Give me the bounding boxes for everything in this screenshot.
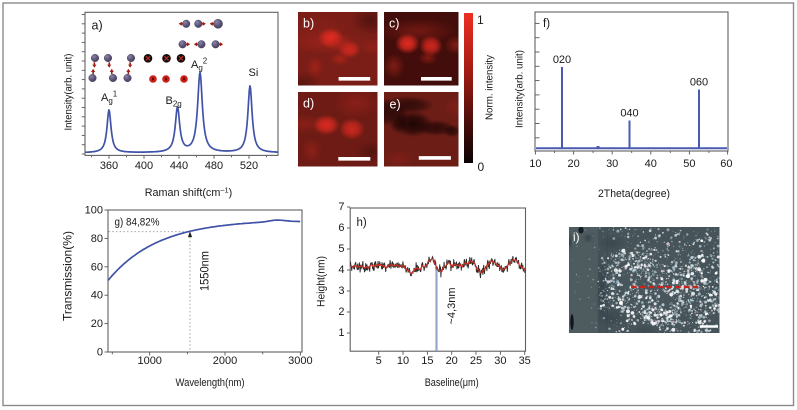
svg-text:15: 15 [421, 355, 433, 367]
svg-text:6: 6 [338, 222, 344, 234]
svg-text:360: 360 [100, 160, 118, 172]
svg-text:100: 100 [85, 205, 103, 217]
svg-text:5: 5 [338, 243, 344, 255]
svg-text:30: 30 [494, 355, 506, 367]
svg-text:40: 40 [91, 290, 103, 302]
svg-text:040: 040 [620, 108, 638, 120]
svg-text:20: 20 [91, 318, 103, 330]
svg-text:4: 4 [338, 264, 344, 276]
svg-text:0: 0 [97, 347, 103, 359]
svg-text:520: 520 [240, 160, 258, 172]
svg-text:3: 3 [338, 285, 344, 297]
svg-text:440: 440 [170, 160, 188, 172]
svg-text:10: 10 [397, 355, 409, 367]
svg-text:50: 50 [683, 158, 695, 170]
svg-text:480: 480 [205, 160, 223, 172]
svg-text:20: 20 [567, 158, 579, 170]
svg-text:25: 25 [470, 355, 482, 367]
svg-text:h): h) [357, 217, 367, 229]
svg-text:3000: 3000 [288, 355, 312, 367]
svg-text:1: 1 [477, 13, 484, 27]
svg-text:B2g: B2g [166, 95, 182, 109]
svg-text:a): a) [92, 19, 103, 33]
svg-text:b): b) [303, 17, 314, 31]
svg-text:0: 0 [478, 160, 485, 174]
svg-text:c): c) [389, 17, 399, 31]
svg-text:2: 2 [338, 306, 344, 318]
svg-text:Transmission(%): Transmission(%) [61, 231, 75, 321]
svg-text:060: 060 [690, 77, 708, 89]
svg-text:5: 5 [376, 355, 382, 367]
svg-text:1: 1 [338, 327, 344, 339]
svg-text:40: 40 [645, 158, 657, 170]
svg-text:Height(nm): Height(nm) [316, 256, 328, 307]
svg-text:Ag1: Ag1 [101, 90, 118, 106]
svg-text:60: 60 [720, 158, 732, 170]
svg-text:30: 30 [606, 158, 618, 170]
svg-text:~4,3nm: ~4,3nm [446, 288, 458, 325]
svg-text:35: 35 [519, 355, 531, 367]
svg-text:Wavelength(nm): Wavelength(nm) [176, 377, 245, 389]
svg-text:80: 80 [91, 233, 103, 245]
svg-text:2Theta(degree): 2Theta(degree) [598, 188, 670, 200]
svg-text:7: 7 [338, 201, 344, 213]
svg-text:2000: 2000 [213, 355, 237, 367]
svg-text:Raman shift(cm–1): Raman shift(cm–1) [145, 185, 233, 199]
svg-text:1550nm: 1550nm [200, 251, 212, 291]
svg-text:d): d) [303, 97, 314, 111]
svg-text:Intensity(arb. unit): Intensity(arb. unit) [514, 50, 526, 128]
svg-text:e): e) [390, 98, 401, 112]
svg-text:Si: Si [249, 67, 259, 79]
svg-text:020: 020 [553, 54, 571, 66]
svg-text:60: 60 [91, 261, 103, 273]
svg-text:g) 84,82%: g) 84,82% [115, 217, 160, 229]
svg-text:1000: 1000 [137, 355, 161, 367]
svg-text:f): f) [543, 18, 550, 30]
svg-text:Baseline(μm): Baseline(μm) [425, 377, 479, 389]
svg-text:i): i) [573, 230, 580, 244]
svg-text:Ag2: Ag2 [191, 57, 208, 73]
svg-text:10: 10 [529, 158, 541, 170]
svg-text:400: 400 [135, 160, 153, 172]
svg-text:Norm. intensity: Norm. intensity [484, 54, 496, 120]
svg-text:20: 20 [446, 355, 458, 367]
svg-text:Intensity(arb. unit): Intensity(arb. unit) [63, 54, 75, 131]
